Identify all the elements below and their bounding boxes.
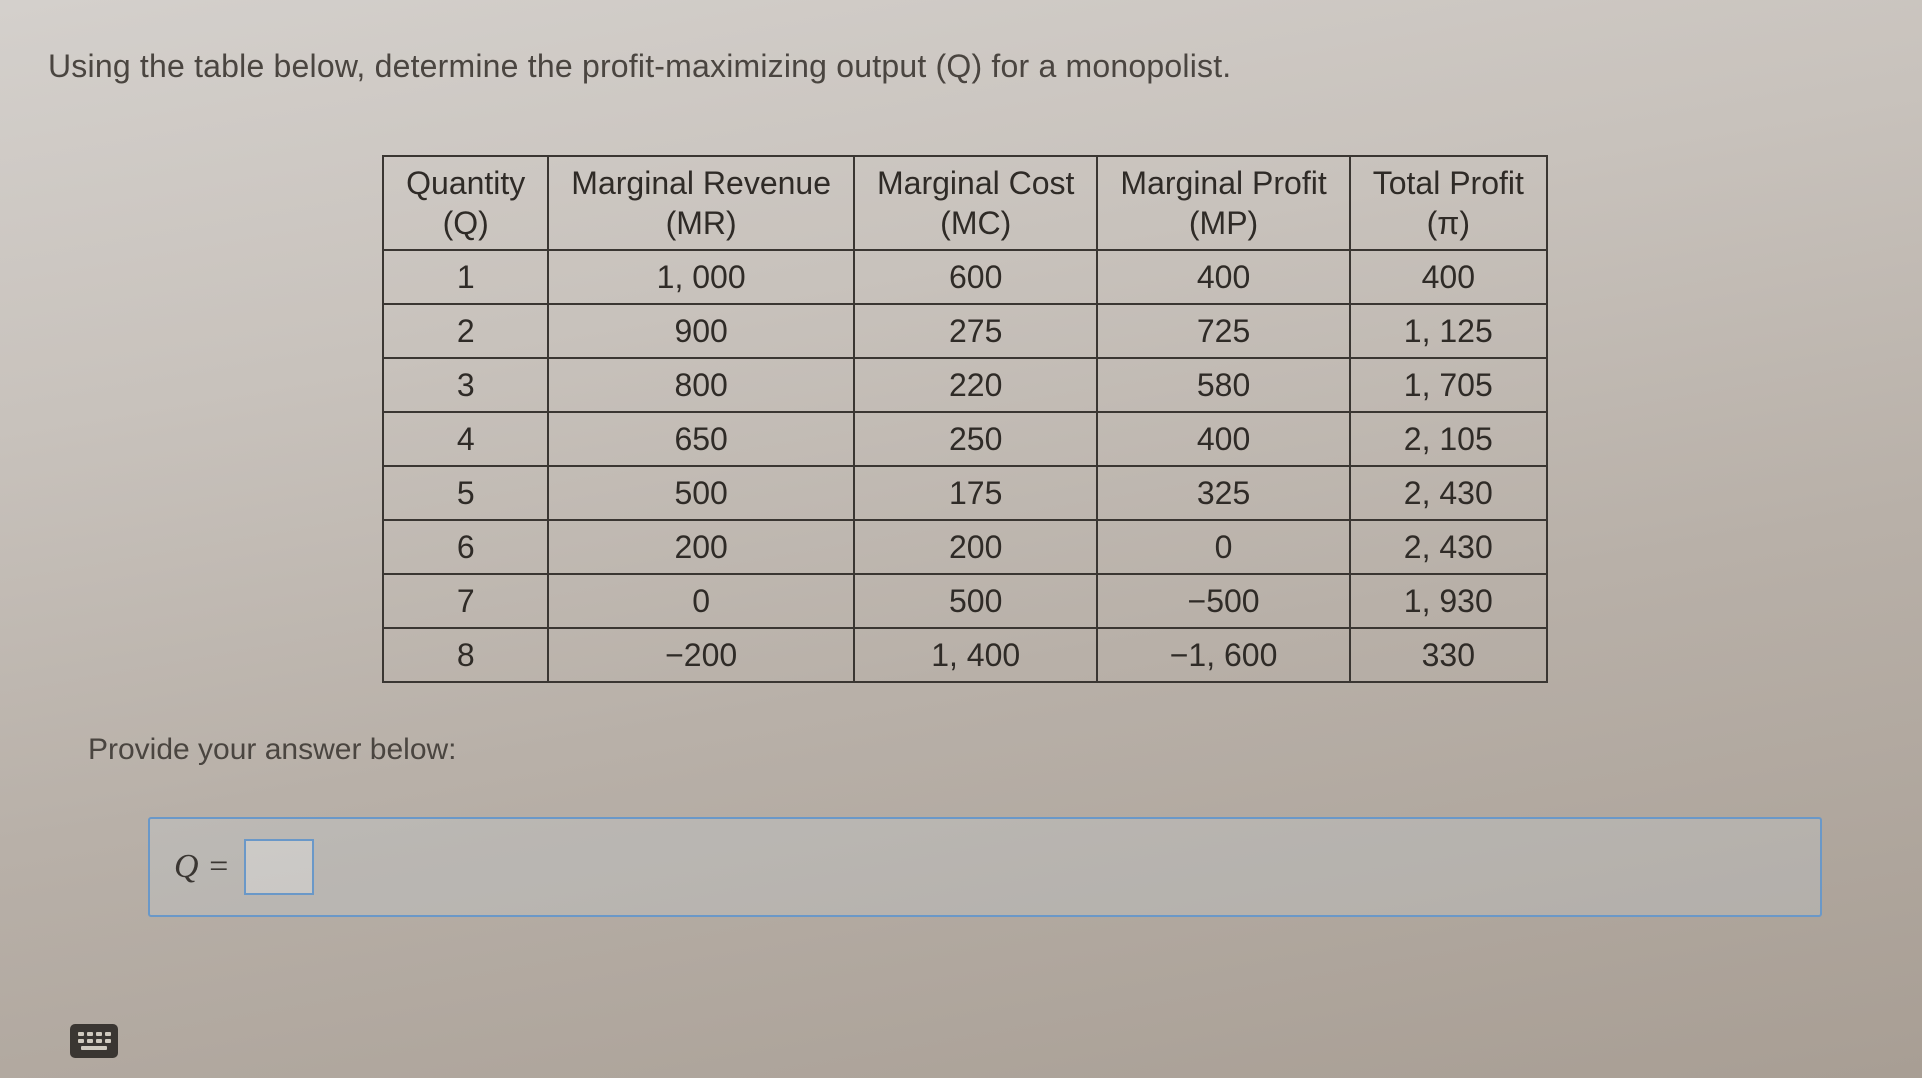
col-subtitle: (Q) bbox=[406, 203, 525, 243]
table-cell: 200 bbox=[854, 520, 1097, 574]
col-title: Marginal Cost bbox=[877, 165, 1074, 201]
table-cell: −200 bbox=[548, 628, 854, 682]
data-table-wrap: Quantity(Q)Marginal Revenue(MR)Marginal … bbox=[48, 155, 1882, 683]
table-cell: 1, 705 bbox=[1350, 358, 1547, 412]
table-cell: 400 bbox=[1350, 250, 1547, 304]
table-cell: 580 bbox=[1097, 358, 1349, 412]
table-cell: 650 bbox=[548, 412, 854, 466]
table-cell: 2, 430 bbox=[1350, 466, 1547, 520]
table-cell: 800 bbox=[548, 358, 854, 412]
table-cell: 500 bbox=[548, 466, 854, 520]
col-subtitle: (MP) bbox=[1120, 203, 1326, 243]
table-cell: 330 bbox=[1350, 628, 1547, 682]
col-title: Total Profit bbox=[1373, 165, 1524, 201]
table-cell: 0 bbox=[1097, 520, 1349, 574]
table-cell: 2, 430 bbox=[1350, 520, 1547, 574]
col-subtitle: (π) bbox=[1373, 203, 1524, 243]
table-cell: 325 bbox=[1097, 466, 1349, 520]
table-cell: 3 bbox=[383, 358, 548, 412]
table-cell: 1 bbox=[383, 250, 548, 304]
table-cell: 500 bbox=[854, 574, 1097, 628]
col-subtitle: (MC) bbox=[877, 203, 1074, 243]
col-header: Total Profit(π) bbox=[1350, 156, 1547, 250]
table-cell: 400 bbox=[1097, 412, 1349, 466]
table-cell: 8 bbox=[383, 628, 548, 682]
table-cell: 200 bbox=[548, 520, 854, 574]
table-cell: 4 bbox=[383, 412, 548, 466]
table-cell: 900 bbox=[548, 304, 854, 358]
col-subtitle: (MR) bbox=[571, 203, 831, 243]
table-cell: 400 bbox=[1097, 250, 1349, 304]
table-cell: 250 bbox=[854, 412, 1097, 466]
keyboard-icon[interactable] bbox=[70, 1024, 118, 1058]
col-header: Marginal Cost(MC) bbox=[854, 156, 1097, 250]
table-cell: 1, 125 bbox=[1350, 304, 1547, 358]
col-header: Marginal Revenue(MR) bbox=[548, 156, 854, 250]
table-cell: 6 bbox=[383, 520, 548, 574]
data-table: Quantity(Q)Marginal Revenue(MR)Marginal … bbox=[382, 155, 1548, 683]
table-cell: 175 bbox=[854, 466, 1097, 520]
col-title: Quantity bbox=[406, 165, 525, 201]
table-row: 8−2001, 400−1, 600330 bbox=[383, 628, 1547, 682]
table-cell: 2 bbox=[383, 304, 548, 358]
col-title: Marginal Revenue bbox=[571, 165, 831, 201]
table-cell: 1, 400 bbox=[854, 628, 1097, 682]
table-cell: 1, 930 bbox=[1350, 574, 1547, 628]
answer-input[interactable] bbox=[244, 839, 314, 895]
table-row: 70500−5001, 930 bbox=[383, 574, 1547, 628]
question-text: Using the table below, determine the pro… bbox=[48, 48, 1882, 85]
table-cell: −1, 600 bbox=[1097, 628, 1349, 682]
table-cell: 220 bbox=[854, 358, 1097, 412]
table-cell: 5 bbox=[383, 466, 548, 520]
answer-prompt: Provide your answer below: bbox=[88, 733, 1882, 767]
answer-prefix: Q = bbox=[174, 848, 230, 886]
table-cell: 725 bbox=[1097, 304, 1349, 358]
table-row: 11, 000600400400 bbox=[383, 250, 1547, 304]
table-row: 55001753252, 430 bbox=[383, 466, 1547, 520]
table-cell: 2, 105 bbox=[1350, 412, 1547, 466]
table-cell: 7 bbox=[383, 574, 548, 628]
answer-container: Q = bbox=[148, 817, 1822, 917]
table-row: 29002757251, 125 bbox=[383, 304, 1547, 358]
table-row: 620020002, 430 bbox=[383, 520, 1547, 574]
table-cell: −500 bbox=[1097, 574, 1349, 628]
col-header: Quantity(Q) bbox=[383, 156, 548, 250]
col-header: Marginal Profit(MP) bbox=[1097, 156, 1349, 250]
table-cell: 600 bbox=[854, 250, 1097, 304]
col-title: Marginal Profit bbox=[1120, 165, 1326, 201]
table-cell: 0 bbox=[548, 574, 854, 628]
table-row: 38002205801, 705 bbox=[383, 358, 1547, 412]
table-cell: 275 bbox=[854, 304, 1097, 358]
table-row: 46502504002, 105 bbox=[383, 412, 1547, 466]
table-cell: 1, 000 bbox=[548, 250, 854, 304]
